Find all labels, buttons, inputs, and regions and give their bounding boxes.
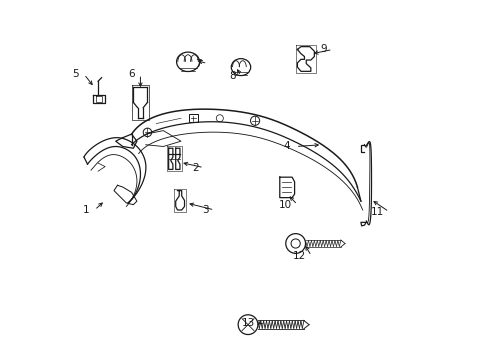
Text: 1: 1: [82, 205, 89, 215]
Text: 8: 8: [228, 71, 235, 81]
Text: 12: 12: [292, 251, 305, 261]
Text: 13: 13: [242, 318, 255, 328]
Text: 7: 7: [195, 59, 202, 68]
Text: 5: 5: [72, 69, 79, 79]
Text: 4: 4: [283, 141, 290, 152]
Text: 2: 2: [192, 163, 198, 173]
Text: 11: 11: [370, 207, 383, 217]
Text: 9: 9: [320, 45, 327, 54]
Text: 3: 3: [202, 205, 209, 215]
Bar: [189, 114, 197, 122]
Text: 6: 6: [128, 69, 135, 79]
Text: 10: 10: [279, 200, 291, 210]
